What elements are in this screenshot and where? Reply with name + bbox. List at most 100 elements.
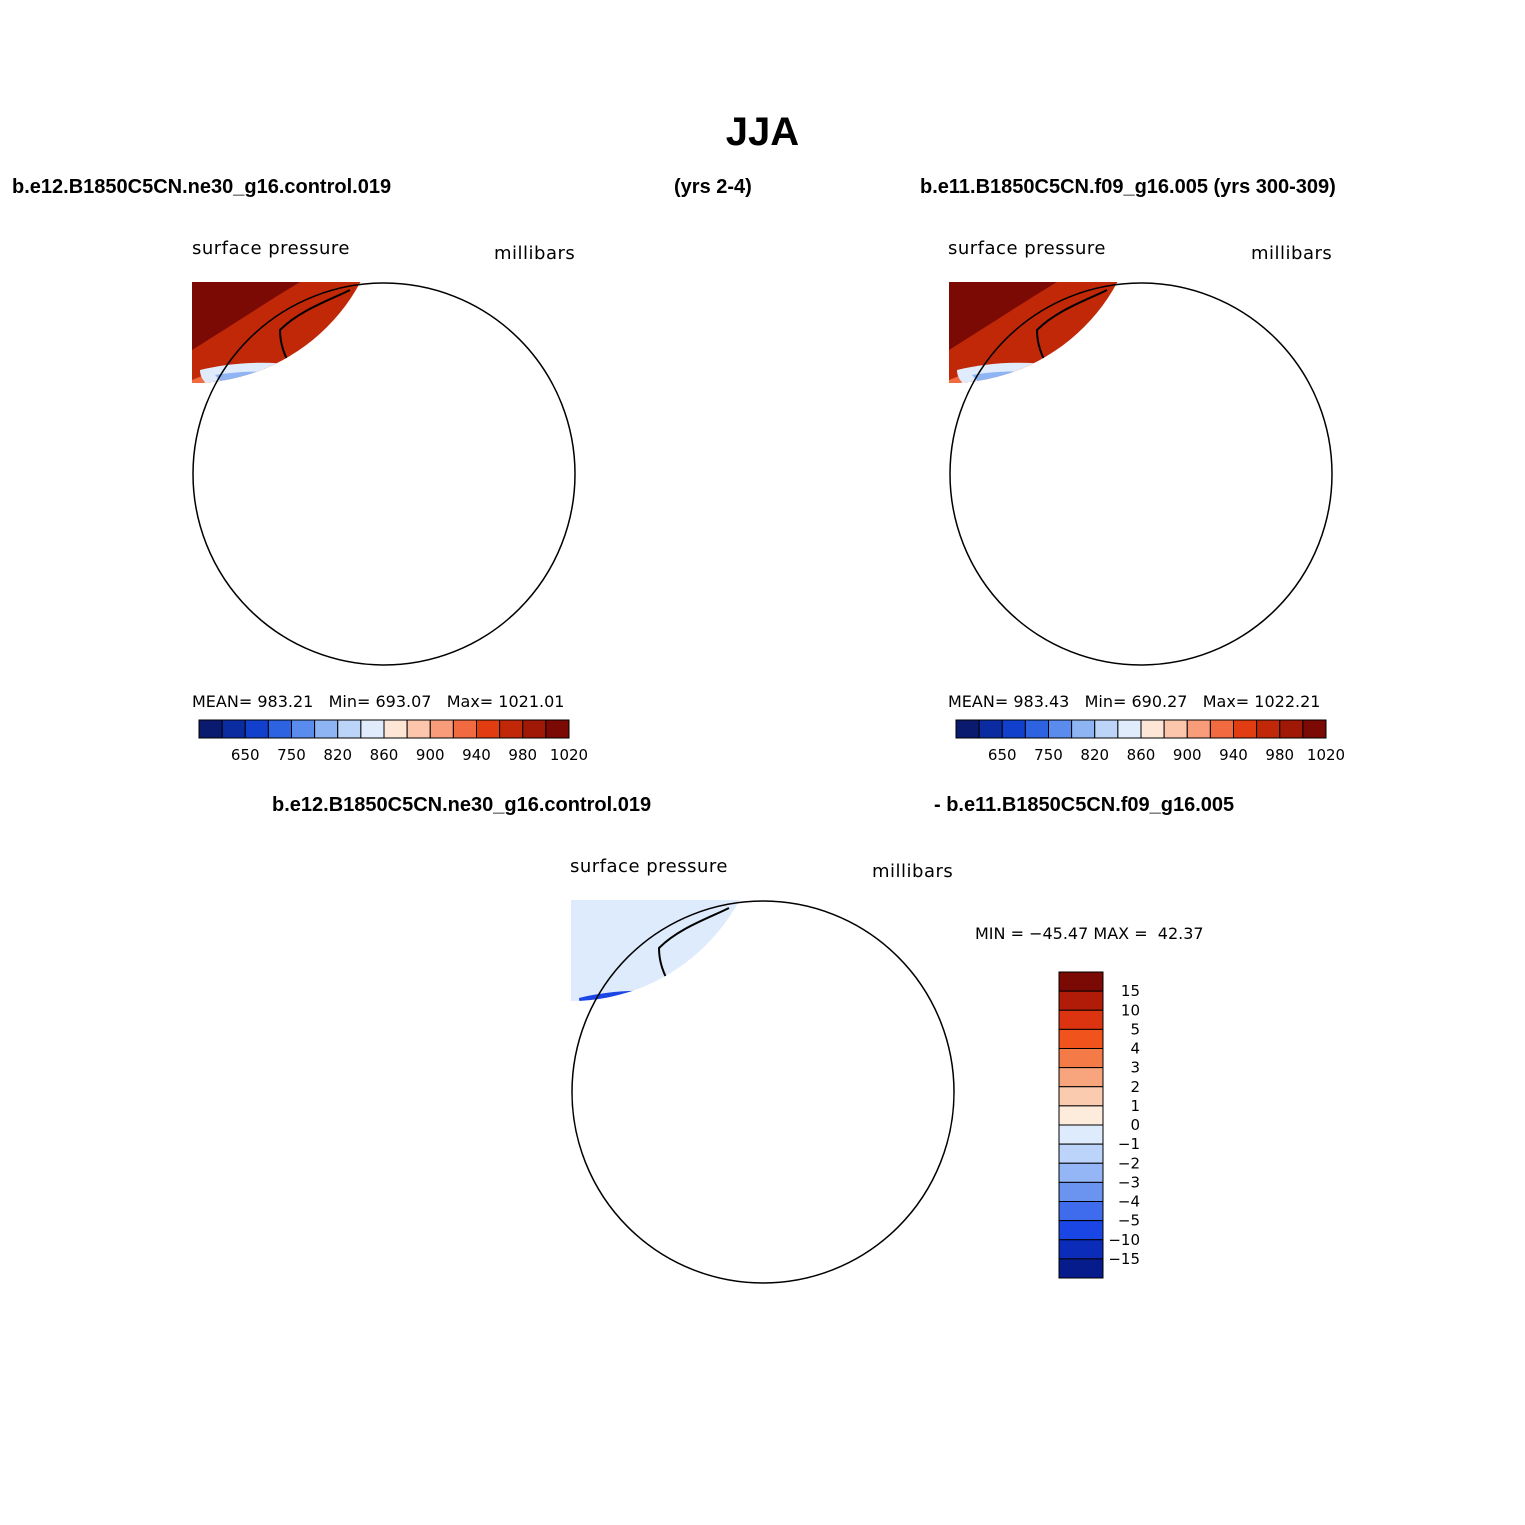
panel3-colorbar-box-10 <box>1058 1162 1104 1183</box>
panel3-min-label: MIN = <box>975 924 1024 943</box>
panel3-colorbar-tick-12: −5 <box>1118 1212 1140 1230</box>
panel2-coastline-1 <box>956 289 1108 383</box>
panel2-coastline-7 <box>1042 475 1057 491</box>
panel2-contour-region-8 <box>1240 430 1254 470</box>
panel3-colorbar-box-0 <box>1058 971 1104 992</box>
panel2-colorbar-tick-6: 980 <box>1265 746 1294 764</box>
panel2-colorbar-tick-7: 1020 <box>1307 746 1345 764</box>
panel1-mean-label: MEAN= <box>192 692 253 711</box>
panel2-colorbar-box-6 <box>1094 719 1119 739</box>
panel3-contour-region-5 <box>709 1108 789 1155</box>
panel3-contour-region-16 <box>677 1125 748 1203</box>
panel3-contour-region-15 <box>666 1117 755 1214</box>
panel1-contour-region-11 <box>192 282 300 350</box>
panel3-field <box>571 900 945 1282</box>
panel3-coastline-2 <box>769 918 899 1268</box>
panel3-colorbar-tick-6: 1 <box>1130 1097 1140 1115</box>
panel2-colorbar-box-7 <box>1117 719 1142 739</box>
panel3-colorbar-box-5 <box>1058 1067 1104 1088</box>
panel2-colorbar-box-8 <box>1140 719 1165 739</box>
panel2-colorbar-box-15 <box>1302 719 1327 739</box>
panel1-contour-region-12 <box>403 562 445 631</box>
panel3-colorbar-tick-13: −10 <box>1108 1231 1140 1249</box>
panel2-mean-value: 983.43 <box>1013 692 1070 711</box>
panel1-coastline-1 <box>199 289 351 383</box>
panel2-contour-region-15 <box>1071 513 1117 570</box>
panel1-contour-region-7 <box>450 350 474 391</box>
panel2-colorbar-tick-3: 860 <box>1127 746 1156 764</box>
panel3-contour-region-8 <box>839 958 909 1004</box>
panel3-map-border <box>571 900 955 1284</box>
panel2-coastline-3 <box>1097 585 1114 598</box>
panel3-coastline-6 <box>689 1054 702 1067</box>
panel1-colorbar-box-3 <box>267 719 292 739</box>
panel1-contour-region-8 <box>483 430 497 470</box>
panel2-field <box>949 282 1324 598</box>
panel2-contour-region-10 <box>1314 430 1324 462</box>
panel2-colorbar-tick-0: 650 <box>988 746 1017 764</box>
panel2-max-value: 1022.21 <box>1254 692 1321 711</box>
panel1-polar-map <box>192 282 576 666</box>
panel1-colorbar-box-9 <box>406 719 431 739</box>
panel1-colorbar-tick-0: 650 <box>231 746 260 764</box>
panel1-variable-label: surface pressure <box>192 238 350 259</box>
panel1-field <box>192 282 570 631</box>
panel1-coastline-7 <box>285 475 300 491</box>
panel2-map-border <box>949 282 1333 666</box>
panel2-contour-region-13 <box>1053 497 1130 591</box>
panel2-colorbar-box-11 <box>1209 719 1234 739</box>
panel1-colorbar-box-15 <box>545 719 570 739</box>
panel2-colorbar-box-3 <box>1024 719 1049 739</box>
panel2-colorbar-tick-5: 940 <box>1219 746 1248 764</box>
panel1-min-value: 693.07 <box>375 692 432 711</box>
panel2-colorbar-box-2 <box>1001 719 1026 739</box>
panel3-colorbar-box-3 <box>1058 1028 1104 1049</box>
panel3-colorbar-box-15 <box>1058 1258 1104 1279</box>
panel3-colorbar-box-7 <box>1058 1105 1104 1126</box>
panel1-contour-region-13 <box>296 497 373 591</box>
panel3-coastline-0 <box>676 1111 753 1213</box>
panel2-contour-region-7 <box>1207 350 1231 391</box>
panel3-contour-region-0 <box>571 1002 719 1048</box>
panel3-contour-region-17 <box>689 1136 737 1191</box>
panel3-colorbar-box-12 <box>1058 1201 1104 1222</box>
panel1-colorbar-tick-6: 980 <box>508 746 537 764</box>
panel2-colorbar-box-1 <box>978 719 1003 739</box>
panel1-coastline-4 <box>400 517 408 527</box>
panel3-colorbar-tick-11: −4 <box>1118 1193 1140 1211</box>
panel2-colorbar-box-9 <box>1163 719 1188 739</box>
panel1-colorbar-box-14 <box>522 719 547 739</box>
panel1-colorbar-box-5 <box>314 719 339 739</box>
panel1-stats: MEAN= 983.21 Min= 693.07 Max= 1021.01 <box>192 692 564 711</box>
panel3-colorbar-tick-10: −3 <box>1118 1173 1140 1191</box>
panel2-colorbar-box-0 <box>955 719 980 739</box>
panel3-units-label: millibars <box>872 861 954 882</box>
panel2-contour-region-14 <box>1060 505 1123 581</box>
panel2-colorbar-box-5 <box>1071 719 1096 739</box>
panel2-coastline-6 <box>1067 436 1080 449</box>
panel1-colorbar-box-2 <box>244 719 269 739</box>
panel1-map-border <box>192 282 576 666</box>
panel1-colorbar-tick-4: 900 <box>416 746 445 764</box>
panel3-colorbar-box-8 <box>1058 1124 1104 1145</box>
panel3-colorbar-tick-2: 5 <box>1130 1020 1140 1038</box>
panel3-contour-region-18 <box>769 1263 799 1282</box>
panel1-colorbar-tick-7: 1020 <box>550 746 588 764</box>
panel2-coastline-4 <box>1157 517 1165 527</box>
case1-header: b.e12.B1850C5CN.ne30_g16.control.019 <box>12 176 392 198</box>
panel3-contour-region-2 <box>594 1004 684 1017</box>
panel1-colorbar: 650 750 820 860 900 940 980 1020 <box>198 719 588 764</box>
panel2-contour-region-2 <box>972 371 1067 383</box>
panel3-colorbar-box-6 <box>1058 1086 1104 1107</box>
panel3-field-background <box>571 900 762 1001</box>
panel3-contour-region-6 <box>679 1062 739 1087</box>
panel1-coastline-3 <box>340 585 357 598</box>
panel1-colorbar-box-6 <box>337 719 362 739</box>
panel1-colorbar-box-8 <box>383 719 408 739</box>
panel3-colorbar-tick-3: 4 <box>1130 1040 1140 1058</box>
panel1-coastline-5 <box>540 419 570 440</box>
panel3-colorbar-box-1 <box>1058 990 1104 1011</box>
panel3-contour-region-11 <box>919 1058 945 1118</box>
panel3-difference-map <box>571 900 955 1284</box>
diff-right-header: - b.e11.B1850C5CN.f09_g16.005 <box>934 794 1235 816</box>
